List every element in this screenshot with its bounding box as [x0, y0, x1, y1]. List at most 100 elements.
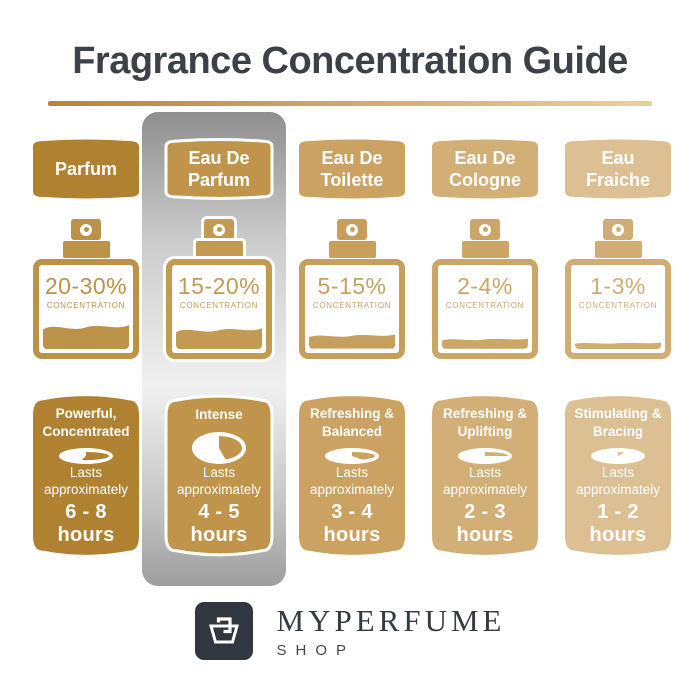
bottle-collar	[62, 241, 110, 258]
info-card: Refreshing & Balanced Lasts approximatel…	[299, 392, 405, 559]
clock-icon	[458, 448, 512, 464]
info-card-content: Stimulating & Bracing Lasts approximatel…	[565, 392, 671, 559]
liquid-fill	[309, 334, 395, 349]
perfume-bottle-icon: 1-3% CONCENTRATION	[565, 219, 671, 359]
concentration-value: 20-30%	[44, 273, 128, 299]
nozzle-dot	[612, 223, 624, 236]
bottle-body: 2-4% CONCENTRATION	[432, 259, 538, 359]
bottle-interior	[43, 269, 129, 349]
lasts-label: Lasts approximately	[575, 464, 661, 498]
character-description: Stimulating & Bracing	[574, 406, 662, 439]
spray-nozzle-icon	[71, 219, 101, 240]
concentration-caption: CONCENTRATION	[578, 301, 658, 310]
brand-subname: SHOP	[276, 642, 356, 659]
bottle-interior	[442, 269, 528, 349]
nozzle-dot	[479, 223, 491, 236]
bottle-collar	[461, 241, 509, 258]
brand-text: MYPERFUME SHOP	[277, 603, 506, 659]
perfume-bottle-icon: 5-15% CONCENTRATION	[299, 219, 405, 359]
concentration-value: 5-15%	[317, 273, 387, 299]
info-card: Intense Lasts approximately 4 - 5 hours	[166, 392, 272, 559]
bottle-collar	[195, 241, 243, 258]
info-card-content: Refreshing & Uplifting Lasts approximate…	[432, 392, 538, 559]
spray-nozzle-icon	[603, 219, 633, 240]
column-eau-fraiche: Eau Fraiche 1-3% CONCENTRATION	[565, 138, 671, 559]
perfume-bottle-icon: 20-30% CONCENTRATION	[33, 219, 139, 359]
liquid-fill	[43, 324, 129, 349]
type-badge: Eau De Toilette	[299, 138, 405, 200]
concentration-text: 2-4% CONCENTRATION	[438, 273, 532, 310]
columns-grid: Parfum 20-30% CONCENTRATION	[33, 138, 671, 559]
spray-nozzle-icon	[204, 219, 234, 240]
clock-icon	[192, 432, 246, 464]
bottle-body: 20-30% CONCENTRATION	[33, 259, 139, 359]
bottle-body: 1-3% CONCENTRATION	[565, 259, 671, 359]
lasts-label: Lasts approximately	[442, 464, 528, 498]
bottle-body: 15-20% CONCENTRATION	[166, 259, 272, 359]
bottle-collar	[594, 241, 642, 258]
title-underline	[48, 101, 652, 106]
type-badge: Eau De Cologne	[432, 138, 538, 200]
nozzle-dot	[346, 223, 358, 236]
liquid-fill	[176, 327, 262, 349]
concentration-value: 15-20%	[177, 273, 261, 299]
column-eau-de-cologne: Eau De Cologne 2-4% CONCENTRATION	[432, 138, 538, 559]
bottle-collar	[328, 241, 376, 258]
brand-logo-icon	[194, 602, 253, 660]
lasts-label: Lasts approximately	[309, 464, 395, 498]
duration-value: 1 - 2 hours	[589, 501, 647, 546]
duration-value: 2 - 3 hours	[456, 501, 514, 546]
duration-value: 6 - 8 hours	[57, 501, 115, 546]
concentration-text: 5-15% CONCENTRATION	[305, 273, 399, 310]
liquid-fill	[575, 342, 661, 349]
nozzle-dot	[80, 223, 92, 236]
concentration-caption: CONCENTRATION	[312, 301, 392, 310]
info-card-content: Powerful, Concentrated Lasts approximate…	[33, 392, 139, 559]
brand-name: MYPERFUME	[276, 603, 506, 638]
info-card: Refreshing & Uplifting Lasts approximate…	[432, 392, 538, 559]
concentration-text: 15-20% CONCENTRATION	[172, 273, 266, 310]
column-parfum: Parfum 20-30% CONCENTRATION	[33, 138, 139, 559]
info-card-content: Refreshing & Balanced Lasts approximatel…	[299, 392, 405, 559]
type-badge-label: Eau De Parfum	[187, 147, 250, 191]
character-description: Refreshing & Balanced	[309, 406, 394, 439]
concentration-value: 2-4%	[457, 273, 513, 299]
brand-footer: MYPERFUME SHOP	[0, 602, 700, 660]
bottle-interior	[575, 269, 661, 349]
lasts-label: Lasts approximately	[43, 464, 129, 498]
clock-icon	[59, 448, 113, 464]
type-badge: Parfum	[33, 138, 139, 200]
info-card: Stimulating & Bracing Lasts approximatel…	[565, 392, 671, 559]
perfume-bottle-icon: 2-4% CONCENTRATION	[432, 219, 538, 359]
perfume-bottle-icon: 15-20% CONCENTRATION	[166, 219, 272, 359]
bottle-body: 5-15% CONCENTRATION	[299, 259, 405, 359]
concentration-caption: CONCENTRATION	[179, 301, 259, 310]
character-description: Refreshing & Uplifting	[442, 406, 527, 439]
type-badge: Eau De Parfum	[166, 138, 272, 200]
type-badge-label: Eau De Cologne	[449, 147, 521, 191]
duration-value: 4 - 5 hours	[190, 501, 248, 546]
nozzle-dot	[213, 223, 225, 236]
concentration-value: 1-3%	[590, 273, 646, 299]
clock-icon	[325, 448, 379, 464]
bottle-interior	[309, 269, 395, 349]
concentration-caption: CONCENTRATION	[445, 301, 525, 310]
liquid-fill	[442, 338, 528, 349]
info-card-content: Intense Lasts approximately 4 - 5 hours	[166, 392, 272, 559]
concentration-text: 1-3% CONCENTRATION	[571, 273, 665, 310]
type-badge: Eau Fraiche	[565, 138, 671, 200]
spray-nozzle-icon	[337, 219, 367, 240]
type-badge-label: Parfum	[54, 158, 117, 179]
concentration-text: 20-30% CONCENTRATION	[39, 273, 133, 310]
character-description: Powerful, Concentrated	[42, 406, 130, 439]
concentration-caption: CONCENTRATION	[46, 301, 126, 310]
column-eau-de-parfum: Eau De Parfum 15-20% CONCENTRATION	[166, 138, 272, 559]
type-badge-label: Eau Fraiche	[585, 147, 651, 191]
info-card: Powerful, Concentrated Lasts approximate…	[33, 392, 139, 559]
lasts-label: Lasts approximately	[176, 464, 262, 498]
clock-icon	[591, 448, 645, 464]
bottle-interior	[176, 269, 262, 349]
character-description: Intense	[195, 406, 243, 422]
duration-value: 3 - 4 hours	[323, 501, 381, 546]
